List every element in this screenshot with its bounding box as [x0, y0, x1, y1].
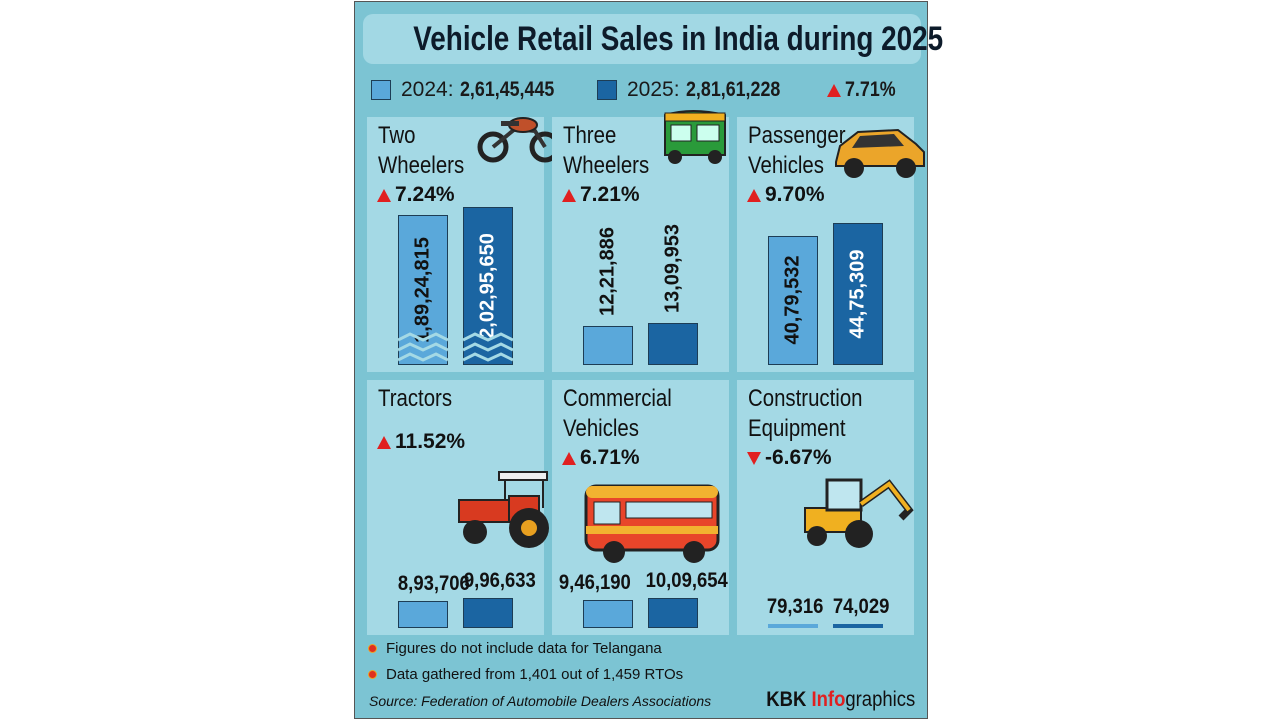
panel-construction-equipment: Construction Equipment -6.67% 79,316 74,02…: [737, 380, 914, 635]
note: Data gathered from 1,401 out of 1,459 RT…: [369, 666, 683, 683]
category-change: 11.52%: [377, 430, 465, 454]
category-name: Construction Equipment: [748, 385, 863, 442]
data-label: 44,75,309: [846, 249, 869, 339]
total-change-value: 7.71%: [845, 78, 896, 101]
bar-2025: [648, 323, 698, 365]
bullet-icon: [369, 645, 376, 652]
bus-icon: [580, 478, 725, 573]
up-arrow-icon: [562, 188, 576, 202]
panel-tractors: Tractors 11.52% 8,93,706 9,96,633: [367, 380, 549, 635]
up-arrow-icon: [377, 188, 391, 202]
data-label: 8,93,706: [397, 572, 470, 596]
suv-icon: [832, 122, 927, 187]
source-text: Source: Federation of Automobile Dealers…: [369, 693, 712, 709]
bar-2024: [398, 601, 448, 628]
tractor-icon: [447, 468, 557, 558]
legend-label-2025: 2025:: [627, 78, 680, 101]
title-banner: Vehicle Retail Sales in India during 202…: [363, 14, 944, 64]
panel-three-wheelers: Three Wheelers 7.21% 12,21,886 13,09,953: [552, 110, 729, 372]
bar-2025: 44,75,309: [833, 223, 883, 365]
panel-passenger-vehicles: Passenger Vehicles 9.70% 40,79,532 44,75,3…: [737, 117, 925, 372]
bar-2025: [833, 624, 883, 628]
backhoe-icon: [797, 474, 917, 559]
data-label: 13,09,953: [661, 224, 684, 313]
bar-2025: [463, 598, 513, 628]
brand-logo: KBK Infographics: [766, 688, 915, 711]
data-label: 40,79,532: [781, 255, 804, 345]
legend-label-2024: 2024:: [401, 78, 454, 101]
legend-2025: 2025: 2,81,61,228: [597, 78, 797, 102]
category-change: 6.71%: [562, 446, 640, 470]
category-change: 7.24%: [377, 183, 455, 207]
data-label: 1,89,24,815: [411, 237, 434, 343]
axis-break-icon: [397, 332, 449, 364]
data-label: 9,96,633: [463, 569, 536, 592]
data-label: 12,21,886: [596, 226, 619, 316]
data-label: 74,029: [832, 595, 890, 619]
auto-rickshaw-icon: [657, 107, 732, 172]
data-label: 79,316: [766, 595, 824, 618]
up-arrow-icon: [747, 188, 761, 202]
data-label: 10,09,654: [645, 569, 728, 592]
bar-2024: [583, 325, 633, 365]
note-text: Figures do not include data for Telangan…: [386, 640, 662, 657]
bullet-icon: [369, 671, 376, 678]
axis-break-icon: [462, 332, 514, 364]
up-arrow-icon: [827, 83, 841, 97]
note-text: Data gathered from 1,401 out of 1,459 RT…: [386, 666, 684, 683]
legend-swatch-2024: [371, 80, 391, 100]
category-name: Tractors: [378, 385, 453, 412]
category-name: Passenger Vehicles: [748, 122, 846, 179]
bar-2025: [648, 598, 698, 628]
data-label: 2,02,95,650: [476, 233, 499, 339]
category-change: -6.67%: [747, 446, 832, 470]
category-name: Three Wheelers: [563, 122, 650, 179]
panel-commercial-vehicles: Commercial Vehicles 6.71% 9,46,190 10,09,6…: [552, 380, 729, 635]
chart-title: Vehicle Retail Sales in India during 202…: [413, 20, 944, 58]
infographic: Vehicle Retail Sales in India during 202…: [354, 1, 944, 719]
category-change: 9.70%: [747, 183, 825, 207]
category-name: Two Wheelers: [378, 122, 465, 179]
down-arrow-icon: [747, 451, 761, 465]
legend-total-change: 7.71%: [827, 78, 905, 102]
data-label: 9,46,190: [558, 570, 631, 594]
note: Figures do not include data for Telangan…: [369, 640, 662, 657]
category-name: Commercial Vehicles: [563, 385, 672, 442]
category-change: 7.21%: [562, 183, 640, 207]
up-arrow-icon: [562, 451, 576, 465]
legend-total-2025: 2,81,61,228: [685, 78, 780, 101]
bar-2024: [768, 624, 818, 628]
legend-2024: 2024: 2,61,45,445: [371, 78, 571, 102]
legend-total-2024: 2,61,45,445: [459, 78, 554, 101]
bar-2024: 40,79,532: [768, 235, 818, 365]
panel-two-wheelers: Two Wheelers 7.24% 1,89,24,815 2,02,95,650: [367, 117, 561, 372]
up-arrow-icon: [377, 435, 391, 449]
bar-2024: [583, 599, 633, 628]
motorcycle-icon: [475, 109, 565, 169]
legend-swatch-2025: [597, 80, 617, 100]
